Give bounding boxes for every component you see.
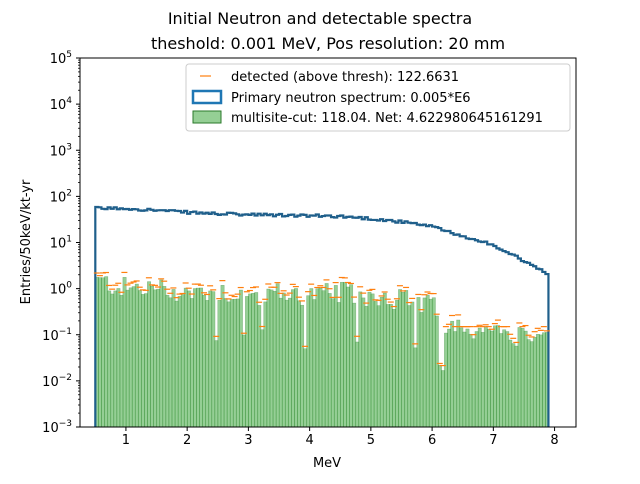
y-tick-label: 100 [50, 281, 73, 298]
y-tick-label: 10−3 [42, 419, 72, 436]
legend-label-detected: detected (above thresh): 122.6631 [231, 70, 459, 85]
x-tick-label: 2 [183, 433, 191, 448]
legend-label-multisite: multisite-cut: 118.04. Net: 4.6229806451… [231, 111, 543, 126]
x-tick-label: 8 [550, 433, 558, 448]
primary-spectrum-step [94, 205, 550, 427]
legend-swatch-primary [191, 89, 223, 105]
legend-box [185, 63, 571, 132]
axes: 1 2 3 4 5 6 7 8 10−3 10−2 10−1 100 101 102 103 104 105 [42, 50, 577, 448]
y-tick-label: 10−2 [42, 373, 72, 390]
x-tick-label: 7 [489, 433, 497, 448]
y-tick-label: 101 [50, 235, 72, 252]
chart-subtitle: theshold: 0.001 MeV, Pos resolution: 20 … [151, 34, 505, 53]
y-tick-label: 104 [50, 96, 73, 113]
legend: detected (above thresh): 122.6631 Primar… [185, 63, 571, 132]
x-tick-label: 1 [122, 433, 130, 448]
y-tick-label: 10−1 [42, 327, 72, 344]
plot-area [93, 205, 550, 428]
x-tick-label: 6 [428, 433, 436, 448]
y-tick-label: 103 [50, 142, 72, 159]
chart-title: Initial Neutron and detectable spectra [168, 9, 472, 28]
y-tick-label: 105 [50, 50, 72, 67]
x-tick-label: 4 [305, 433, 313, 448]
legend-label-primary: Primary neutron spectrum: 0.005*E6 [231, 91, 471, 106]
x-tick-label: 5 [367, 433, 375, 448]
legend-swatch-multisite [192, 110, 222, 124]
x-axis-label: MeV [313, 456, 341, 471]
x-tick-label: 3 [244, 433, 252, 448]
y-tick-label: 102 [50, 188, 72, 205]
y-axis-label: Entries/50keV/kt-yr [19, 179, 34, 304]
